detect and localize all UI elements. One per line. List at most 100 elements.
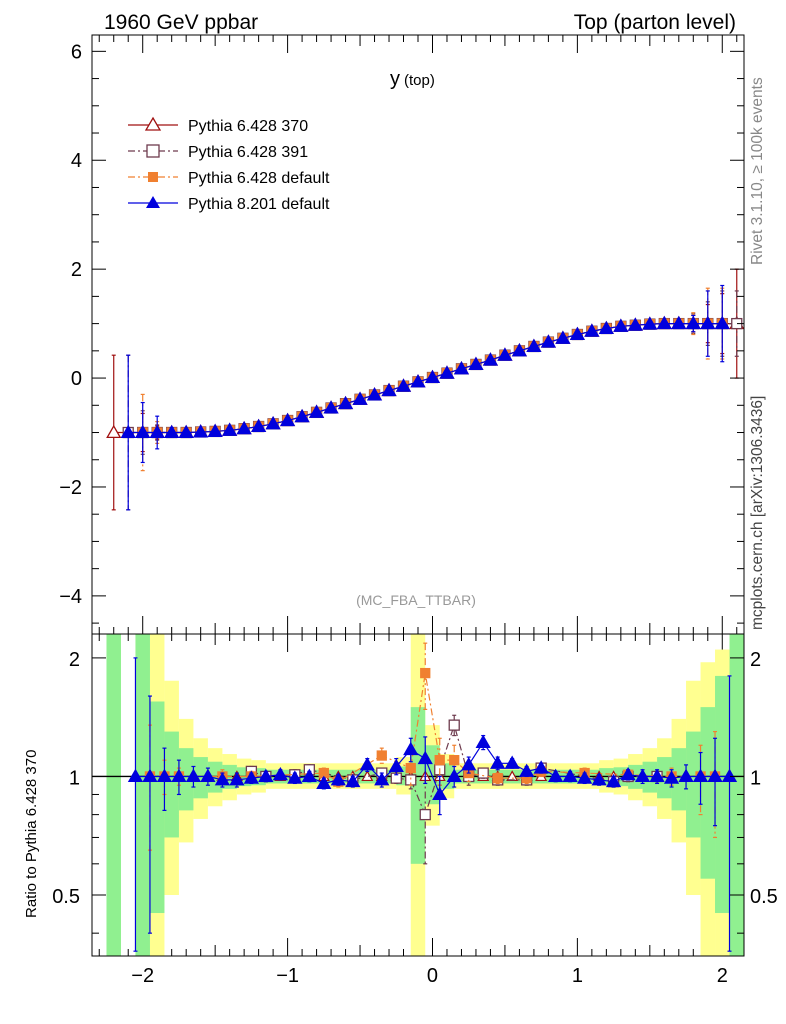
line-p370 xyxy=(113,323,737,434)
legend-label-p391: Pythia 6.428 391 xyxy=(188,144,308,161)
point-p8-23 xyxy=(453,360,470,375)
point-p8-27 xyxy=(511,343,528,357)
ratio-tick-label-right-0.5: 0.5 xyxy=(750,886,778,908)
point-p8-4 xyxy=(178,424,194,439)
point-p8-1 xyxy=(135,424,151,439)
ratio-point-p8-41 xyxy=(721,768,738,782)
ratio-point-p8-14 xyxy=(330,772,346,786)
point-p8-7 xyxy=(222,422,238,436)
ratio-point-pdef-8 xyxy=(405,762,416,774)
ratio-point-pdef-7 xyxy=(376,750,387,761)
band-green-23 xyxy=(671,748,687,811)
point-p8-14 xyxy=(323,400,339,414)
y-tick-label-2: 2 xyxy=(71,259,82,281)
point-p8-0 xyxy=(120,424,136,439)
point-p8-25 xyxy=(482,352,499,366)
point-p370-0 xyxy=(106,424,122,439)
point-p8-39 xyxy=(685,315,701,330)
ratio-point-p8-32 xyxy=(591,772,607,786)
ratio-axis-ticks xyxy=(92,657,744,934)
y-tick-label-0: 0 xyxy=(71,368,82,390)
legend-marker-pdef xyxy=(148,172,158,182)
legend-entry-p391: Pythia 6.428 391 xyxy=(128,144,308,161)
ratio-point-p8-12 xyxy=(301,768,317,782)
ratio-tick-label-right-1: 1 xyxy=(750,767,761,789)
ratio-y-axis-label: Ratio to Pythia 6.428 370 xyxy=(23,750,40,918)
legend-label-p370: Pythia 6.428 370 xyxy=(188,118,308,135)
band-green-21 xyxy=(642,761,658,793)
point-p8-17 xyxy=(366,387,383,401)
point-p8-18 xyxy=(381,382,397,397)
ratio-point-p8-25 xyxy=(490,755,506,769)
ratio-tick-label-0.5: 0.5 xyxy=(52,886,80,908)
x-tick-label-neg1: −1 xyxy=(276,965,299,987)
band-green-7 xyxy=(193,757,208,799)
ratio-point-p8-33 xyxy=(605,773,622,788)
ratio-tick-label-right-2: 2 xyxy=(750,649,761,671)
ratio-point-p391-8 xyxy=(419,808,431,821)
analysis-watermark: (MC_FBA_TTBAR) xyxy=(356,592,476,608)
band-green-27 xyxy=(729,634,744,956)
ratio-point-p8-9 xyxy=(258,768,274,782)
ratio-point-p8-16 xyxy=(359,757,375,771)
ratio-point-p8-39 xyxy=(692,768,709,782)
header-right-title: Top (parton level) xyxy=(574,11,736,34)
ratio-point-p8-30 xyxy=(562,768,578,782)
mcplots-label: mcplots.cern.ch [arXiv:1306.3436] xyxy=(749,396,766,630)
ratio-point-p8-4 xyxy=(185,768,202,782)
point-p8-26 xyxy=(497,347,513,361)
point-p8-2 xyxy=(149,424,165,439)
point-p8-9 xyxy=(251,418,267,433)
ratio-point-p8-15 xyxy=(345,773,361,788)
ratio-point-p8-1 xyxy=(142,768,158,782)
ratio-point-p391-12 xyxy=(477,767,489,779)
ratio-point-pdef-13 xyxy=(492,773,503,784)
point-p8-31 xyxy=(569,326,585,341)
point-p8-13 xyxy=(308,404,325,418)
x-tick-label-neg2: −2 xyxy=(131,965,154,987)
legend-entry-pdef: Pythia 6.428 default xyxy=(128,170,330,187)
point-p8-30 xyxy=(555,330,571,344)
ratio-point-p8-27 xyxy=(519,763,535,777)
legend-label-p8: Pythia 8.201 default xyxy=(188,196,330,213)
ratio-point-p8-31 xyxy=(577,770,593,784)
header-left-title: 1960 GeV ppbar xyxy=(104,11,258,34)
ratio-panel: 0.5 1 2 0.5 1 2 Ratio to Pythia 6.428 37… xyxy=(23,633,778,987)
series-p370 xyxy=(106,268,745,511)
ratio-point-p8-5 xyxy=(200,768,216,782)
ratio-series-p8 xyxy=(127,657,738,952)
ratio-point-p8-20 xyxy=(417,750,433,765)
band-green-26 xyxy=(715,675,730,914)
ratio-point-p8-35 xyxy=(634,768,651,782)
ratio-point-p8-38 xyxy=(678,768,694,782)
point-p8-5 xyxy=(193,424,209,438)
ratio-point-p8-37 xyxy=(663,770,680,784)
point-p8-41 xyxy=(714,315,730,330)
ratio-point-p8-11 xyxy=(287,770,303,784)
point-p8-8 xyxy=(236,420,252,435)
legend-marker-p391 xyxy=(146,144,160,158)
point-p8-34 xyxy=(613,318,629,332)
band-green-4 xyxy=(149,701,165,914)
line-p8 xyxy=(128,323,723,434)
point-p8-6 xyxy=(207,423,223,437)
point-p8-11 xyxy=(279,412,296,427)
ratio-point-p8-29 xyxy=(548,768,564,782)
point-p8-38 xyxy=(671,315,687,330)
legend-entry-p370: Pythia 6.428 370 xyxy=(128,116,308,135)
ratio-point-p8-6 xyxy=(214,772,231,786)
y-tick-label-neg4: −4 xyxy=(59,586,82,608)
band-green-5 xyxy=(164,731,179,838)
ratio-point-p8-40 xyxy=(707,768,723,782)
ratio-point-p8-18 xyxy=(388,758,404,773)
ratio-tick-label-1: 1 xyxy=(69,767,80,789)
main-y-tick-labels: −4 −2 0 2 4 6 xyxy=(59,41,82,608)
point-p8-10 xyxy=(265,415,281,430)
point-p8-32 xyxy=(584,323,600,337)
ratio-point-p8-23 xyxy=(461,757,477,771)
ratio-tick-label-2: 2 xyxy=(69,649,80,671)
ratio-point-pdef-11 xyxy=(449,755,460,766)
point-p8-15 xyxy=(337,395,354,410)
ratio-point-p8-36 xyxy=(649,768,665,782)
ratio-point-p8-13 xyxy=(316,775,332,789)
